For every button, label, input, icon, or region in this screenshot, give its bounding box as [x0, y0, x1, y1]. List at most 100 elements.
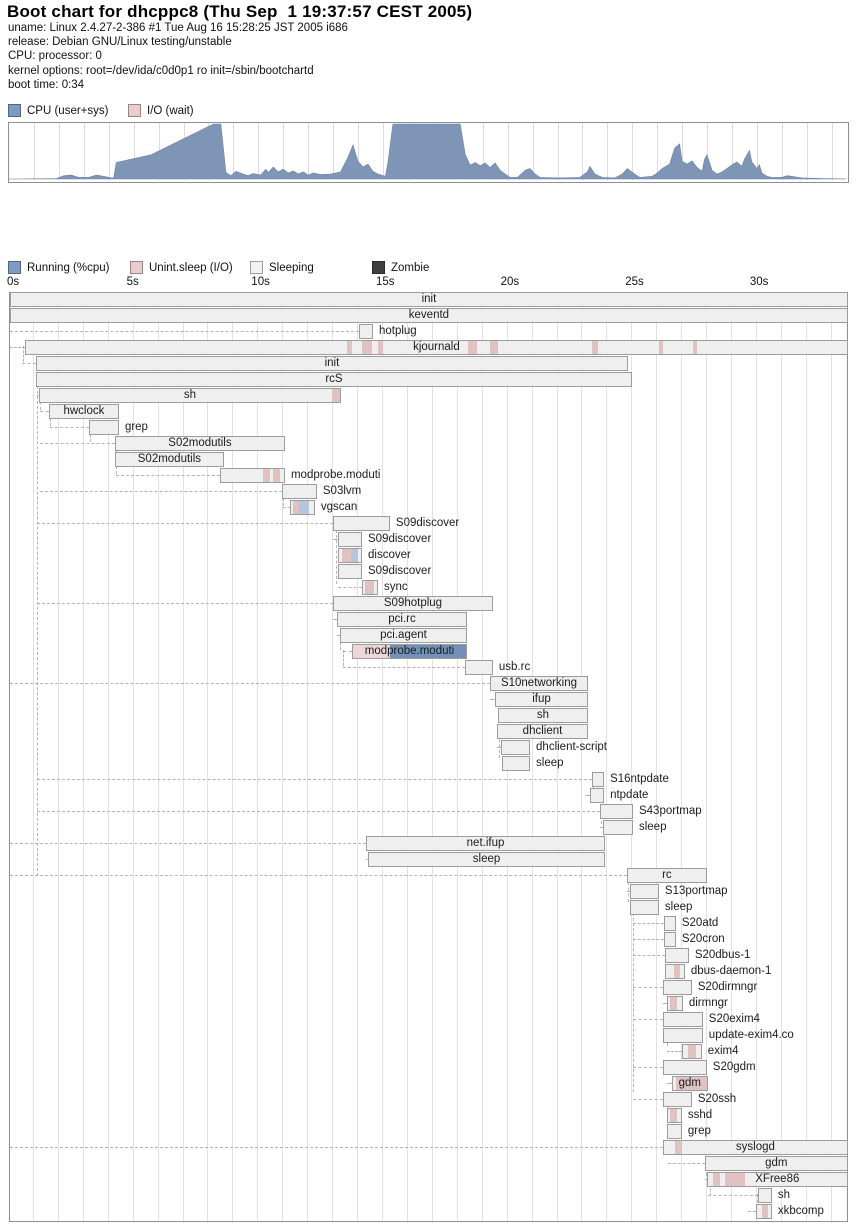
process-label: sleep — [472, 853, 501, 865]
tree-connector-line — [343, 650, 344, 666]
io-wait-segment — [669, 997, 677, 1010]
grid-line — [606, 292, 608, 1222]
process-label: S43portmap — [638, 805, 702, 817]
io-wait-segment — [347, 341, 352, 354]
legend-item: Zombie — [372, 261, 429, 274]
io-wait-segment — [293, 501, 299, 514]
grid-line — [108, 123, 110, 180]
grid-line — [632, 123, 634, 180]
process-bar — [630, 884, 659, 899]
leader-line — [39, 491, 282, 492]
io-wait-segment — [712, 1173, 720, 1186]
process-bar — [603, 820, 633, 835]
leader-line — [627, 891, 630, 892]
process-bar — [282, 484, 317, 499]
running-segment — [351, 549, 359, 562]
legend-label: Running (%cpu) — [27, 261, 110, 274]
grid-line — [556, 292, 558, 1222]
process-label: ntpdate — [610, 789, 649, 801]
process-label: usb.rc — [498, 661, 531, 673]
leader-line — [39, 411, 49, 412]
grid-line — [657, 123, 659, 180]
process-label: xkbcomp — [777, 1205, 824, 1217]
leader-line — [632, 939, 664, 940]
process-label: dbus-daemon-1 — [690, 965, 772, 977]
process-bar — [366, 836, 606, 851]
leader-line — [282, 507, 290, 508]
process-label: XFree86 — [755, 1173, 800, 1185]
process-label: gdm — [678, 1077, 701, 1089]
axis-tick-label: 5s — [126, 276, 139, 288]
process-bar — [664, 964, 685, 979]
io-wait-segment — [761, 1205, 768, 1218]
process-bar — [662, 1060, 707, 1075]
cpu-area-plot — [9, 123, 846, 180]
legend-item: Sleeping — [250, 261, 314, 274]
leader-line — [489, 699, 495, 700]
io-wait-segment — [687, 1045, 696, 1058]
process-bar — [352, 644, 467, 659]
grid-line — [282, 292, 284, 1222]
axis-tick-label: 25s — [625, 276, 644, 288]
process-bar — [338, 532, 362, 547]
io-wait-segment — [675, 1077, 707, 1090]
process-label: discover — [368, 549, 411, 561]
leader-line — [584, 795, 590, 796]
process-label: sleep — [664, 901, 693, 913]
leader-line — [365, 859, 368, 860]
process-label: S16ntpdate — [610, 773, 669, 785]
leader-line — [9, 347, 25, 348]
process-label: modprobe.moduti — [364, 645, 455, 657]
leader-line — [9, 875, 627, 876]
legend-label: I/O (wait) — [147, 104, 194, 117]
process-label: S09discover — [395, 517, 460, 529]
process-bar — [496, 724, 589, 739]
page-title: Boot chart for dhcppc8 (Thu Sep 1 19:37:… — [7, 2, 473, 21]
grid-line — [308, 123, 310, 180]
process-bar — [755, 1204, 772, 1219]
axis-tick-label: 10s — [251, 276, 270, 288]
legend-item: CPU (user+sys) — [8, 104, 108, 117]
process-label: rc — [662, 869, 672, 881]
grid-line — [83, 123, 85, 180]
leader-line — [9, 683, 490, 684]
grid-line — [682, 123, 684, 180]
grid-line — [307, 292, 309, 1222]
tree-connector-line — [37, 386, 38, 876]
chart-left-border — [9, 292, 10, 1222]
process-label: S10networking — [500, 677, 578, 689]
process-label: keventd — [408, 309, 450, 321]
process-label: sleep — [638, 821, 667, 833]
process-bar — [666, 996, 683, 1011]
leader-line — [36, 523, 334, 524]
grid-line — [780, 292, 782, 1222]
process-label: dhclient-script — [536, 741, 607, 753]
grid-line — [806, 123, 808, 180]
process-bar — [219, 468, 285, 483]
grid-line — [431, 292, 433, 1222]
legend-item: Unint.sleep (I/O) — [130, 261, 233, 274]
leader-line — [632, 923, 664, 924]
leader-line — [338, 587, 362, 588]
process-label: S20exim4 — [708, 1013, 760, 1025]
process-bar — [664, 948, 689, 963]
leader-line — [707, 1195, 758, 1196]
grid-line — [755, 292, 757, 1222]
leader-line — [632, 987, 663, 988]
process-label: S02modutils — [168, 437, 232, 449]
io-wait-segment — [262, 469, 270, 482]
io-wait-segment — [674, 1141, 682, 1154]
grid-line — [33, 123, 35, 180]
process-label: S09discover — [368, 565, 432, 577]
grid-line — [607, 123, 609, 180]
process-label: pci.agent — [380, 629, 427, 641]
leader-line — [343, 667, 465, 668]
process-bar — [338, 548, 362, 563]
leader-line — [667, 1163, 705, 1164]
io-wait-segment — [724, 1173, 745, 1186]
process-bar — [337, 612, 467, 627]
process-label: S09discover — [368, 533, 432, 545]
leader-line — [632, 1099, 663, 1100]
process-label: sh — [536, 709, 550, 721]
